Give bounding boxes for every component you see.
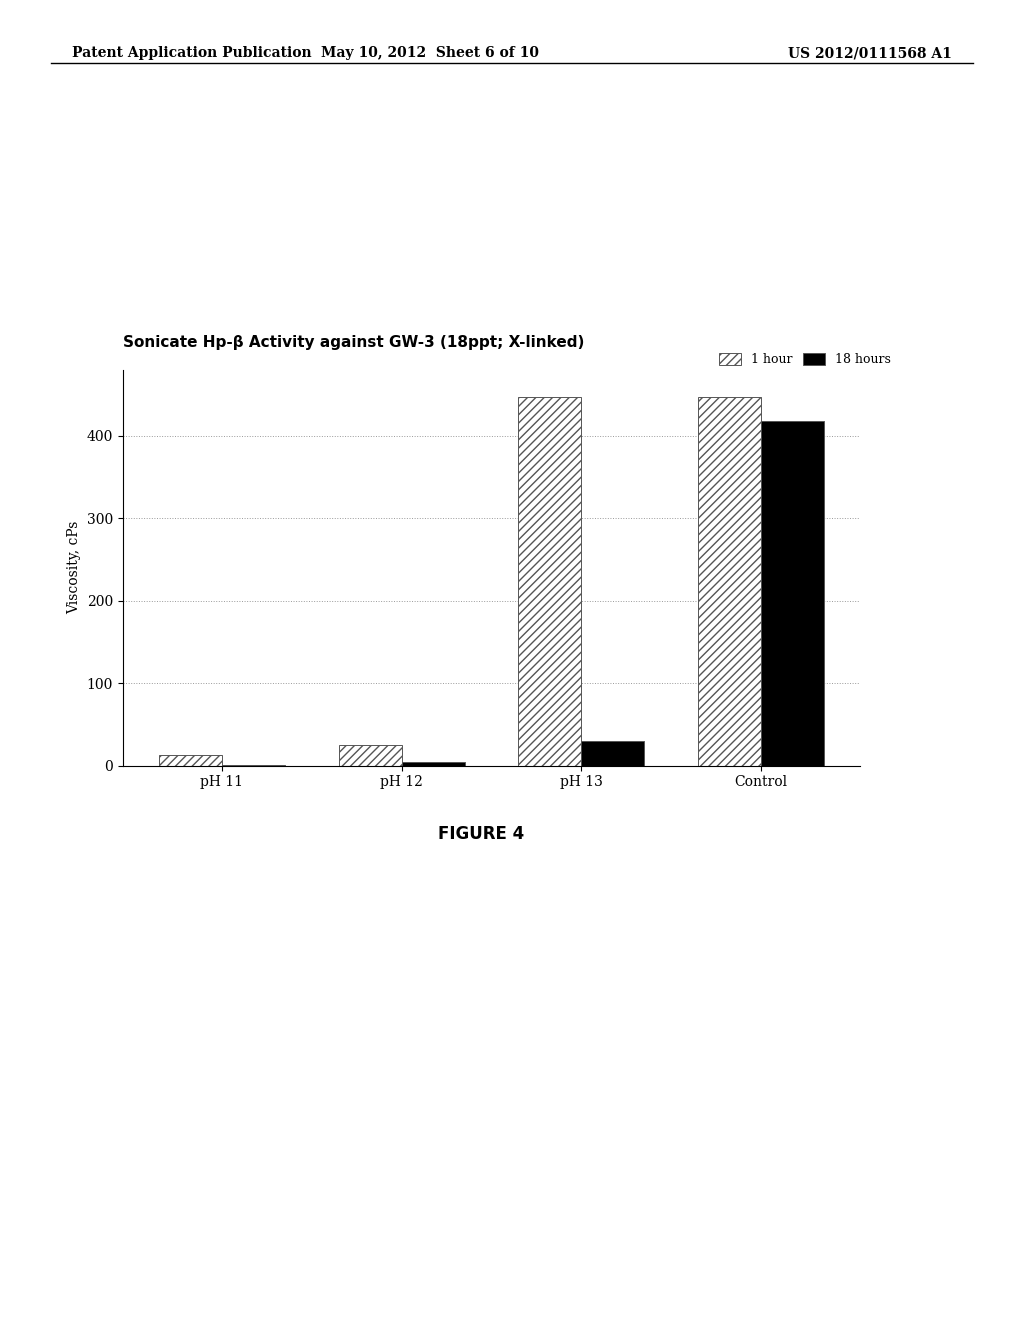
Text: May 10, 2012  Sheet 6 of 10: May 10, 2012 Sheet 6 of 10 xyxy=(322,46,539,61)
Legend: 1 hour, 18 hours: 1 hour, 18 hours xyxy=(715,350,895,370)
Bar xyxy=(159,755,222,766)
Bar xyxy=(518,397,582,766)
Text: US 2012/0111568 A1: US 2012/0111568 A1 xyxy=(788,46,952,61)
Bar xyxy=(698,397,761,766)
Text: Sonicate Hp-β Activity against GW-3 (18ppt; X-linked): Sonicate Hp-β Activity against GW-3 (18p… xyxy=(123,335,585,350)
Bar xyxy=(582,741,644,766)
Y-axis label: Viscosity, cPs: Viscosity, cPs xyxy=(68,521,81,614)
Bar xyxy=(339,744,401,766)
Bar xyxy=(761,421,824,766)
Text: FIGURE 4: FIGURE 4 xyxy=(438,825,524,843)
Bar xyxy=(401,763,465,766)
Text: Patent Application Publication: Patent Application Publication xyxy=(72,46,311,61)
